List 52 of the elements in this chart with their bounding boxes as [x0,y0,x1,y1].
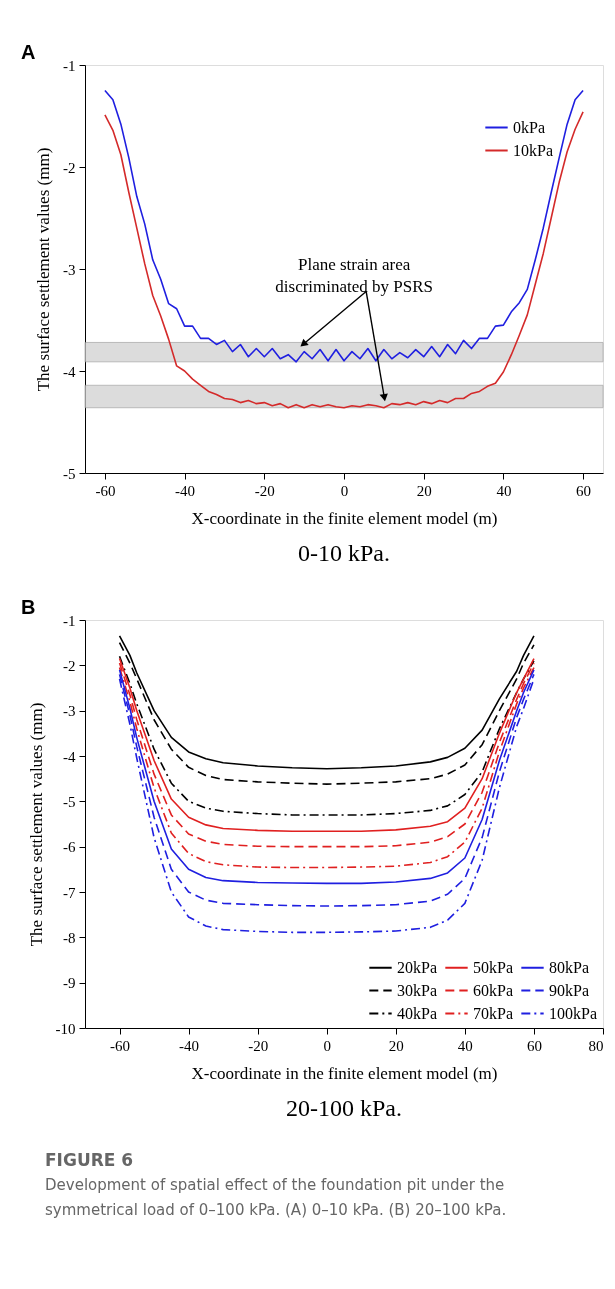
text: B [21,596,36,618]
text: Development of spatial effect of the foundation pit under the symmetrical load of 0–100 kPa. (A) 0–10 kPa. (B) 20–100 kPa. [45,1176,507,1219]
x-tick-label: -40 [175,482,196,499]
x-tick-label: 40 [496,482,512,499]
x-tick-label: 0 [340,482,349,499]
x-tick-label: 0 [323,1037,331,1054]
y-tick-label: -8 [63,929,76,946]
y-axis-title: The surface settlement values (mm) [26,702,46,947]
y-tick-label: -4 [63,748,76,765]
legend-label: 20kPa [397,958,437,976]
legend-label: 30kPa [397,981,437,999]
y-tick-label: -2 [63,657,76,674]
y-tick-label: -3 [63,703,76,720]
text: 0-10 kPa. [298,540,390,566]
y-axis-title: The surface settlement values (mm) [34,147,53,392]
x-tick-label: 60 [526,1037,542,1054]
y-tick-label: -1 [63,57,76,74]
annotation: Plane strain area discriminated by PSRS [275,255,434,297]
x-tick-label: 40 [457,1037,473,1054]
y-tick-label: -2 [63,159,76,176]
x-tick-label: 20 [416,482,432,499]
legend-label: 0kPa [513,118,545,136]
y-tick-label: -1 [63,612,76,629]
x-tick-label: -60 [95,482,116,499]
x-tick-label: -40 [179,1037,200,1054]
y-tick-label: -4 [63,363,76,380]
legend-label: 90kPa [549,981,589,999]
y-tick-label: -5 [63,465,76,482]
legend-label: 80kPa [549,958,589,976]
y-tick-label: -10 [55,1020,76,1037]
y-tick-label: -9 [63,975,76,992]
legend-label: 10kPa [513,141,553,159]
legend-label: 40kPa [397,1004,437,1022]
x-tick-label: -20 [248,1037,269,1054]
x-axis-title: X-coordinate in the finite element model (m) [191,1063,498,1083]
x-axis-title: X-coordinate in the finite element model (m) [191,508,498,528]
y-tick-label: -5 [63,793,76,810]
y-tick-label: -7 [63,884,76,901]
legend-label: 60kPa [473,981,513,999]
text: A [21,41,36,63]
legend-label: 50kPa [473,958,513,976]
x-tick-label: -60 [110,1037,131,1054]
y-tick-label: -6 [63,839,76,856]
y-tick-label: -3 [63,261,76,278]
text: 20-100 kPa. [286,1095,402,1121]
legend-label: 70kPa [473,1004,513,1022]
caption: FIGURE 6 [45,1150,134,1170]
x-tick-label: 60 [576,482,592,499]
x-tick-label: 80 [588,1037,604,1054]
x-tick-label: 20 [388,1037,404,1054]
x-tick-label: -20 [254,482,275,499]
legend-label: 100kPa [549,1004,597,1022]
